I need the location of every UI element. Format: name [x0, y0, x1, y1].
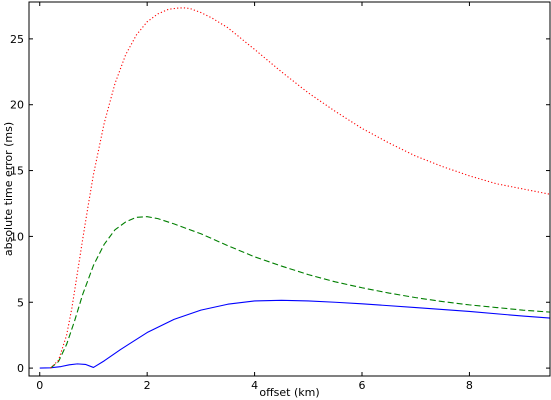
x-tick-label: 0: [36, 379, 43, 392]
series-line-3: [50, 7, 551, 369]
series-line-2: [50, 216, 551, 369]
x-tick-label: 6: [359, 379, 366, 392]
y-tick-label: 20: [10, 99, 24, 112]
plot-frame: [28, 1, 551, 377]
plot-area: [39, 7, 551, 369]
series-line-1: [39, 299, 551, 369]
y-tick-label: 25: [10, 33, 24, 46]
y-tick-label: 15: [10, 165, 24, 178]
y-tick-label: 10: [10, 230, 24, 243]
x-tick-label: 8: [466, 379, 473, 392]
x-tick-label: 4: [251, 379, 258, 392]
y-axis-label: absolute time error (ms): [2, 122, 15, 256]
x-tick-label: 2: [144, 379, 151, 392]
x-axis-label: offset (km): [259, 386, 319, 399]
y-tick-label: 5: [17, 296, 24, 309]
axis-ticks: 0 2 4 6 8 0 5 10 15 20 25: [10, 2, 550, 392]
y-tick-label: 0: [17, 362, 24, 375]
